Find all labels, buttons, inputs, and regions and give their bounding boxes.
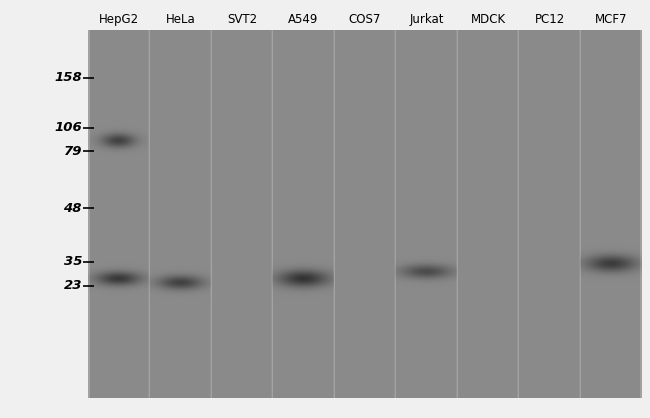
Text: SVT2: SVT2 <box>227 13 257 26</box>
Text: 48: 48 <box>64 202 82 215</box>
Text: PC12: PC12 <box>534 13 565 26</box>
Text: HeLa: HeLa <box>166 13 195 26</box>
Text: 35: 35 <box>64 255 82 268</box>
Text: Jurkat: Jurkat <box>410 13 444 26</box>
Text: HepG2: HepG2 <box>99 13 139 26</box>
Text: A549: A549 <box>288 13 318 26</box>
Text: MCF7: MCF7 <box>595 13 627 26</box>
Text: 158: 158 <box>54 71 82 84</box>
Text: 79: 79 <box>64 145 82 158</box>
Text: 23: 23 <box>64 279 82 292</box>
Text: 106: 106 <box>54 121 82 134</box>
Text: MDCK: MDCK <box>471 13 506 26</box>
Text: COS7: COS7 <box>349 13 381 26</box>
